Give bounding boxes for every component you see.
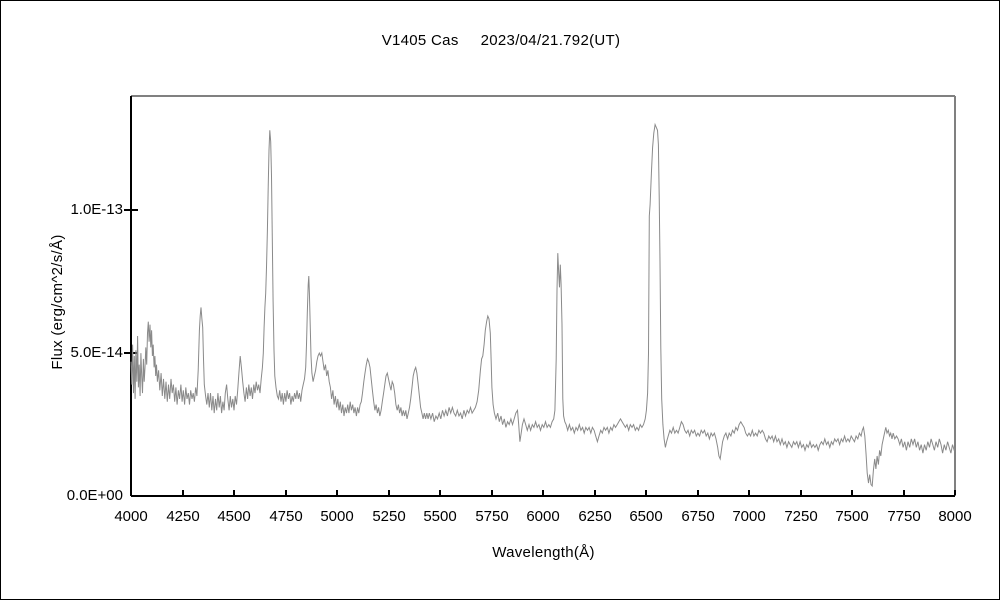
x-tick-label: 6000 [526, 508, 560, 525]
x-tick-label: 6750 [681, 508, 715, 525]
x-tick-label: 5000 [320, 508, 354, 525]
x-tick-label: 7750 [887, 508, 921, 525]
x-tick-label: 6500 [629, 508, 663, 525]
y-tick-label: 5.0E-14 [70, 344, 123, 361]
x-tick-label: 8000 [938, 508, 972, 525]
x-tick-label: 5500 [423, 508, 457, 525]
x-tick-label: 4750 [269, 508, 303, 525]
y-tick-label: 0.0E+00 [66, 487, 123, 504]
chart-title: V1405 Cas 2023/04/21.792(UT) [1, 32, 999, 49]
x-tick-label: 5750 [475, 508, 509, 525]
x-tick-label: 6250 [578, 508, 612, 525]
x-tick-label: 4500 [217, 508, 251, 525]
y-tick-label: 1.0E-13 [70, 201, 123, 218]
chart-title-datetime: 2023/04/21.792(UT) [480, 32, 621, 49]
x-tick-label: 5250 [372, 508, 406, 525]
x-axis-label: Wavelength(Å) [492, 544, 595, 561]
chart-title-object: V1405 Cas [381, 32, 459, 49]
x-tick-label: 4250 [166, 508, 200, 525]
x-tick-label: 4000 [114, 508, 148, 525]
x-tick-label: 7250 [784, 508, 818, 525]
x-tick-label: 7000 [732, 508, 766, 525]
x-tick-label: 7500 [835, 508, 869, 525]
spectrum-line [130, 122, 956, 488]
